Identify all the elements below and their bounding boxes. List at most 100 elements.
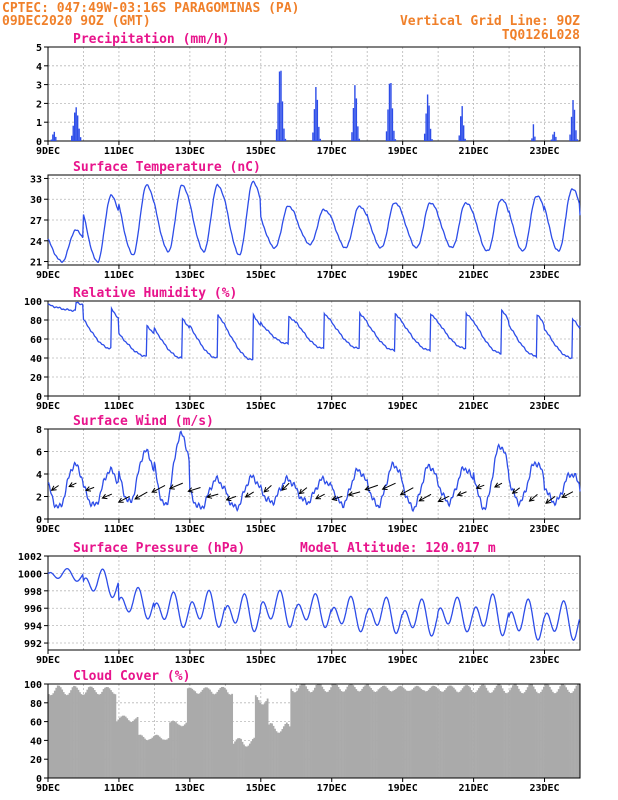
cloud-bar — [246, 746, 248, 778]
cloud-bar — [399, 685, 402, 778]
x-tick-label: 23DEC — [529, 146, 559, 157]
cloud-bar — [123, 715, 126, 778]
cloud-bar — [427, 689, 430, 778]
cloud-bar — [383, 685, 386, 778]
cloud-bar — [89, 686, 92, 778]
wind-arrow-head — [225, 495, 232, 502]
precip-bar — [71, 135, 73, 141]
series-line — [47, 180, 581, 264]
cloud-bar — [532, 686, 535, 778]
cloud-bar — [74, 686, 77, 778]
precip-bar — [318, 126, 320, 141]
run-date: 09DEC2020 9OZ (GMT) — [2, 14, 151, 29]
cloud-bar — [334, 684, 337, 778]
cloud-bar — [287, 723, 290, 778]
x-tick-label: 13DEC — [175, 270, 205, 281]
cloud-bar — [442, 691, 445, 778]
cloud-bar — [210, 691, 213, 778]
cloud-bar — [514, 684, 517, 778]
model-altitude-label: Model Altitude: 120.017 m — [300, 541, 496, 556]
wind-arrow-head — [134, 494, 141, 500]
cloud-bar — [575, 685, 578, 778]
cloud-bar — [568, 691, 570, 778]
cloud-bar — [110, 690, 112, 778]
y-tick-label: 4 — [36, 470, 42, 481]
cloud-bar — [426, 691, 429, 778]
precip-bar — [79, 137, 82, 141]
cloud-bar — [577, 684, 579, 778]
cloud-bar — [118, 717, 121, 778]
cloud-bar — [303, 684, 306, 778]
precip-bar — [429, 128, 432, 141]
y-tick-label: 30 — [30, 195, 42, 206]
precip-bar — [355, 98, 358, 141]
cloud-bar — [76, 687, 78, 778]
cloud-bar — [497, 684, 500, 778]
cloud-bar — [67, 694, 69, 778]
cloud-bar — [194, 691, 197, 778]
wind-arrow — [244, 491, 254, 498]
cloud-bar — [352, 685, 355, 778]
cloud-bar — [569, 693, 572, 778]
wind-arrow — [263, 484, 272, 493]
x-tick-label: 23DEC — [529, 783, 559, 794]
y-tick-label: 0 — [36, 774, 42, 785]
precip-bar — [358, 138, 361, 141]
cloud-bar — [501, 688, 504, 778]
cloud-bar — [503, 691, 505, 778]
x-tick-label: 21DEC — [459, 146, 489, 157]
cloud-bar — [373, 691, 375, 778]
wind-arrow-shaft — [188, 486, 201, 492]
cloud-bar — [275, 731, 278, 778]
cloud-bar — [178, 724, 180, 778]
cloud-bar — [212, 693, 214, 778]
precip-bar — [428, 105, 430, 141]
cloud-bar — [525, 689, 528, 778]
precip-bar — [277, 102, 279, 141]
cloud-bar — [424, 691, 427, 778]
cloud-bar — [296, 690, 299, 778]
cloud-bar — [322, 689, 325, 778]
precip-bar — [72, 125, 74, 141]
precip-bar — [352, 108, 355, 141]
cloud-bar — [534, 689, 536, 778]
wind-arrow-head — [117, 497, 124, 503]
cloud-bar — [347, 684, 350, 778]
x-tick-label: 17DEC — [317, 401, 347, 412]
cloud-bar — [390, 691, 393, 778]
y-tick-label: 0 — [36, 392, 42, 403]
cloud-bar — [516, 685, 519, 778]
cloud-bar — [423, 690, 426, 778]
cloud-bar — [114, 694, 117, 778]
cloud-bar — [486, 690, 489, 778]
wind-arrow-head — [244, 492, 251, 498]
cloud-bar — [345, 689, 347, 778]
wind-arrow — [364, 484, 379, 491]
y-tick-label: 1000 — [18, 569, 42, 580]
cloud-bar — [136, 717, 139, 778]
humidity-panel: 0 20 40 60 80 100 9DEC 11DEC 13DEC 15DEC 17DEC 19DE… — [24, 286, 581, 412]
precip-bar — [460, 116, 462, 141]
cloud-bar — [185, 722, 188, 778]
cloud-bar — [247, 745, 250, 778]
cloud-bar — [336, 684, 338, 778]
cloud-bar — [349, 684, 352, 778]
cloud-bar — [528, 684, 531, 778]
precip-bar — [55, 136, 57, 141]
cloud-bar — [353, 687, 356, 778]
precip-bar — [388, 83, 391, 141]
wind-arrow — [151, 484, 166, 493]
precip-bar — [573, 109, 576, 141]
cloud-bar — [61, 689, 64, 778]
cloud-bar — [380, 686, 383, 778]
x-tick-label: 13DEC — [175, 524, 205, 535]
cloud-bar — [265, 701, 268, 778]
cloud-bar — [389, 691, 392, 778]
cloud-bar — [130, 721, 133, 778]
cloud-bar — [559, 686, 562, 778]
x-tick-label: 9DEC — [36, 146, 60, 157]
cloud-cover-panel: 0 20 40 60 80 100 9DEC 11DEC 13DEC 15DEC 17DEC 19DE… — [24, 669, 581, 794]
cloud-bar — [237, 738, 239, 778]
wind-arrow-head — [331, 495, 338, 501]
